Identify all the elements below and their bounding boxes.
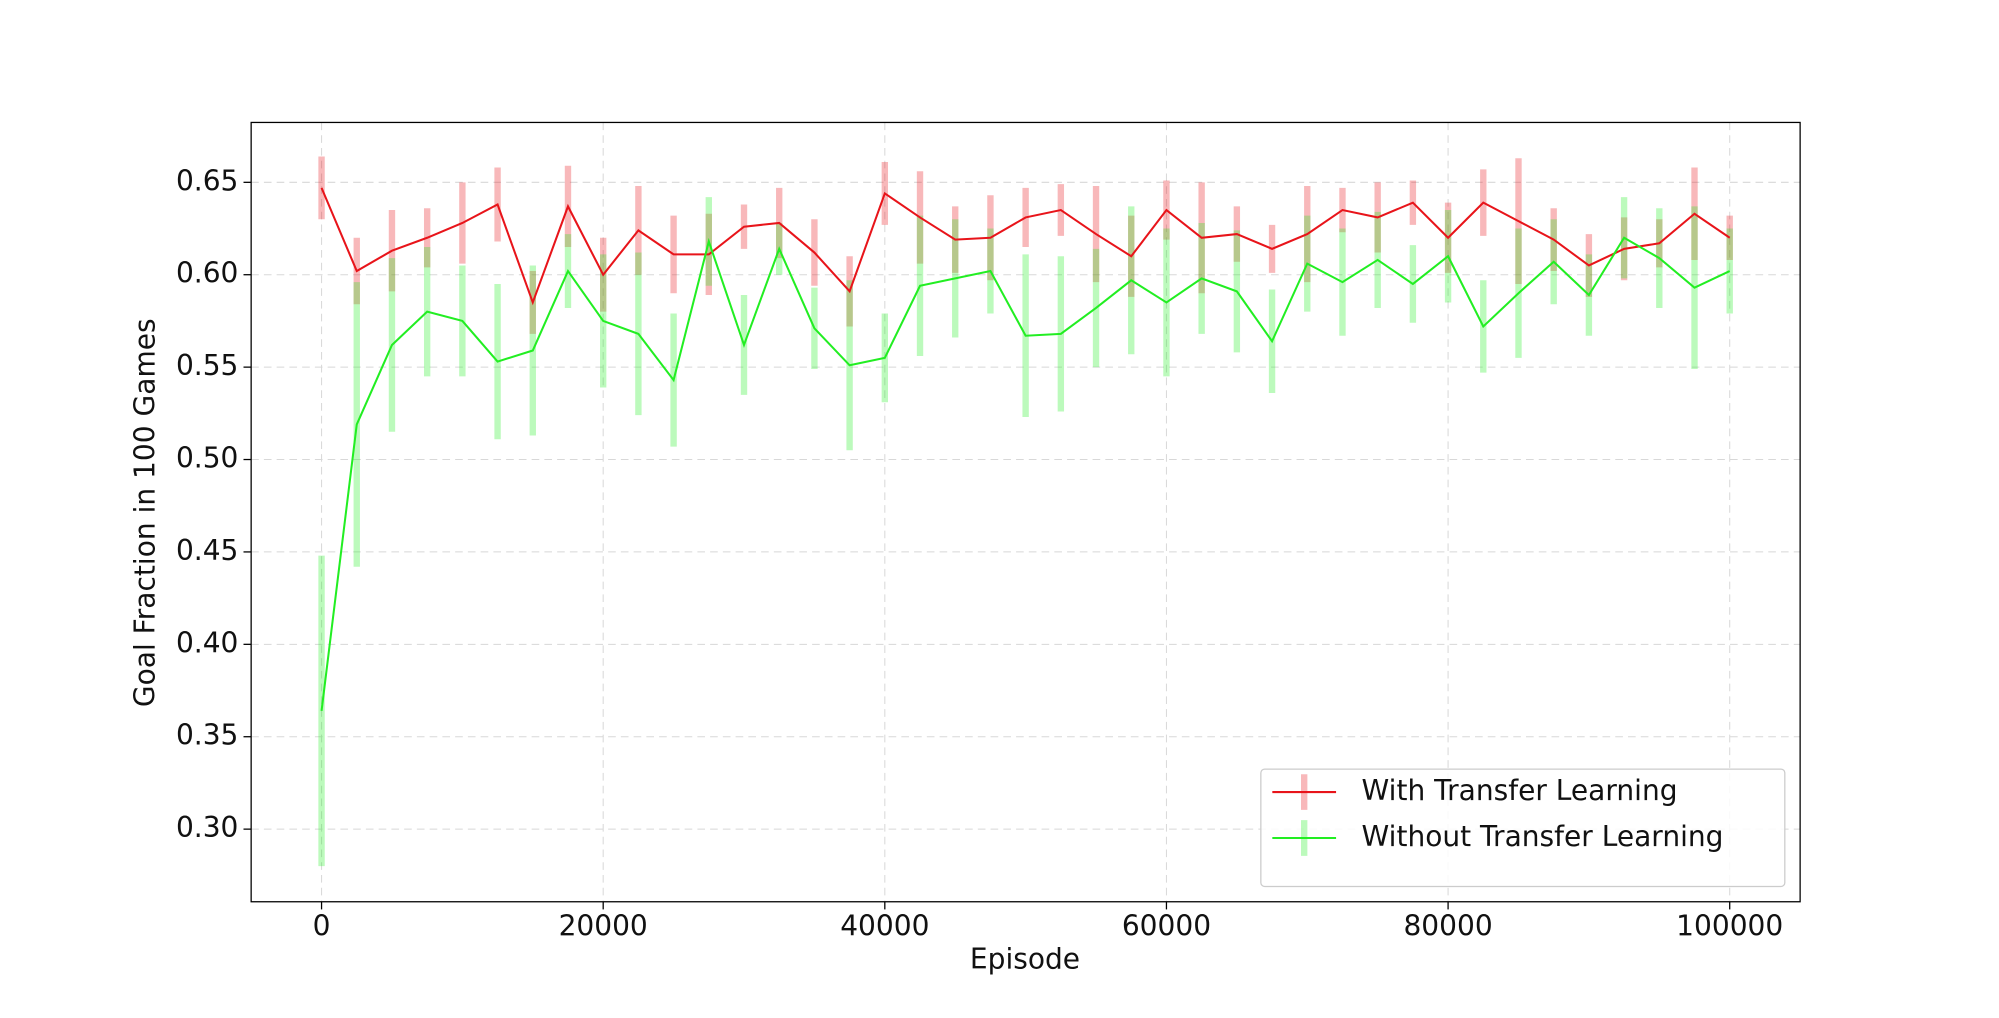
y-tick-label: 0.60 (176, 257, 238, 290)
legend-box (1260, 768, 1786, 888)
plot-frame (250, 121, 1801, 903)
x-tick-label: 80000 (1403, 909, 1492, 942)
y-tick-label: 0.65 (176, 164, 238, 197)
legend-label: Without Transfer Learning (1362, 820, 1724, 853)
y-tick-label: 0.55 (176, 349, 238, 382)
data-line (320, 187, 1731, 306)
y-axis-label: Goal Fraction in 100 Games (129, 318, 162, 707)
x-tick-label: 0 (313, 909, 331, 942)
data-line (320, 236, 1731, 711)
y-tick-label: 0.45 (176, 534, 238, 567)
y-tick-label: 0.30 (176, 811, 238, 844)
y-tick-label: 0.50 (176, 442, 238, 475)
x-tick-label: 100000 (1676, 909, 1783, 942)
y-tick-label: 0.40 (176, 626, 238, 659)
y-tick-label: 0.35 (176, 719, 238, 752)
x-tick-label: 40000 (840, 909, 929, 942)
x-tick-label: 20000 (559, 909, 648, 942)
x-tick-label: 60000 (1122, 909, 1211, 942)
legend-label: With Transfer Learning (1362, 774, 1678, 807)
x-axis-label: Episode (970, 942, 1080, 975)
